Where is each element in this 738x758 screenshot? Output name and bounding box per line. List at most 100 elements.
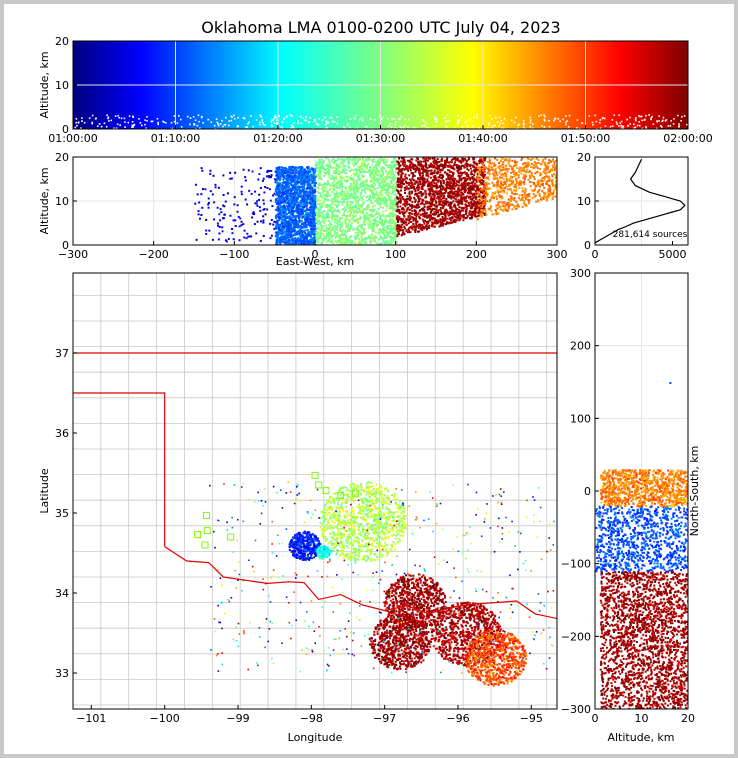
- ew-point: [369, 176, 372, 179]
- ew-point: [321, 166, 324, 169]
- ew-point: [201, 188, 204, 191]
- time-height-gap: [329, 116, 331, 119]
- ew-point: [368, 157, 371, 160]
- ew-point: [294, 166, 297, 169]
- ew-point: [350, 188, 353, 191]
- time-height-gap: [543, 114, 545, 116]
- ew-point: [320, 229, 323, 232]
- ew-point: [229, 171, 232, 174]
- ew-point: [458, 188, 461, 191]
- ew-point: [379, 176, 382, 179]
- ew-point: [337, 157, 340, 160]
- ew-point: [361, 176, 364, 179]
- ew-point: [287, 183, 290, 186]
- ew-point: [240, 220, 243, 223]
- ew-point: [340, 160, 343, 163]
- ew-point: [216, 222, 219, 225]
- ew-point: [371, 210, 374, 213]
- ew-point: [364, 187, 367, 190]
- ew-point: [355, 179, 358, 182]
- ew-point: [374, 170, 377, 173]
- ew-point: [371, 169, 374, 172]
- ew-point: [388, 196, 391, 199]
- ew-point: [370, 227, 373, 230]
- ew-point: [347, 229, 350, 232]
- ew-point: [389, 207, 392, 210]
- ew-point: [375, 212, 378, 215]
- ew-point: [326, 165, 329, 168]
- ew-point: [374, 193, 377, 196]
- ew-point: [373, 223, 376, 226]
- ew-point: [316, 233, 319, 236]
- time-height-gap: [286, 115, 289, 117]
- ew-point: [317, 228, 320, 231]
- ew-point: [292, 206, 295, 209]
- ew-point: [308, 209, 311, 212]
- ew-point: [341, 176, 344, 179]
- ew-point: [360, 232, 363, 235]
- ew-point: [314, 199, 317, 202]
- ew-point: [326, 229, 329, 232]
- ew-point: [350, 217, 353, 220]
- ew-point: [449, 160, 452, 163]
- ew-point: [315, 167, 318, 170]
- ew-point: [336, 214, 339, 217]
- ew-point: [198, 217, 201, 220]
- ew-point: [299, 175, 302, 178]
- time-height-gap: [634, 118, 637, 121]
- ew-point: [312, 169, 315, 172]
- ew-point: [289, 220, 292, 223]
- ew-point: [281, 192, 284, 195]
- ew-point: [295, 171, 298, 174]
- ew-point: [339, 229, 342, 232]
- ew-point: [297, 230, 300, 233]
- ew-point: [388, 186, 391, 189]
- ew-point: [197, 213, 200, 216]
- ew-point: [365, 212, 368, 215]
- ew-point: [295, 233, 298, 236]
- ew-point: [353, 186, 356, 189]
- ew-point: [375, 222, 378, 225]
- ew-point: [274, 179, 277, 182]
- ew-point: [310, 243, 313, 245]
- ew-point: [360, 211, 363, 214]
- ew-point: [364, 232, 367, 235]
- ew-point: [262, 221, 265, 224]
- ew-point: [335, 169, 338, 172]
- ew-point: [422, 192, 425, 195]
- ew-point: [347, 239, 350, 242]
- ew-point: [419, 209, 422, 212]
- time-height-gap: [494, 124, 497, 126]
- ew-point: [269, 175, 272, 178]
- time-height-gap: [565, 123, 567, 126]
- ew-point: [392, 213, 395, 216]
- ew-point: [480, 190, 483, 193]
- ew-point: [383, 185, 386, 188]
- ew-point: [354, 209, 357, 212]
- time-height-gap: [658, 120, 660, 122]
- ew-point: [467, 175, 470, 178]
- ew-point: [439, 176, 442, 179]
- time-height-gap: [91, 114, 94, 117]
- ew-point: [343, 195, 346, 198]
- ew-point: [279, 206, 282, 209]
- time-height-gap: [361, 119, 364, 122]
- ew-point: [280, 222, 283, 225]
- ew-point: [363, 238, 366, 241]
- ew-point: [308, 206, 311, 209]
- ew-point: [308, 230, 311, 233]
- ew-point: [291, 165, 294, 168]
- time-height-gap: [629, 123, 632, 125]
- ew-point: [295, 199, 298, 202]
- ew-point: [389, 218, 392, 221]
- time-height-gap: [594, 114, 596, 117]
- ew-point: [282, 205, 285, 208]
- ew-point: [328, 162, 331, 165]
- ew-point: [445, 217, 448, 220]
- ew-point: [308, 234, 311, 237]
- ew-point: [379, 221, 382, 224]
- ew-point: [396, 233, 399, 236]
- ew-point: [398, 233, 401, 236]
- ew-point: [278, 175, 281, 178]
- ew-point: [274, 170, 277, 173]
